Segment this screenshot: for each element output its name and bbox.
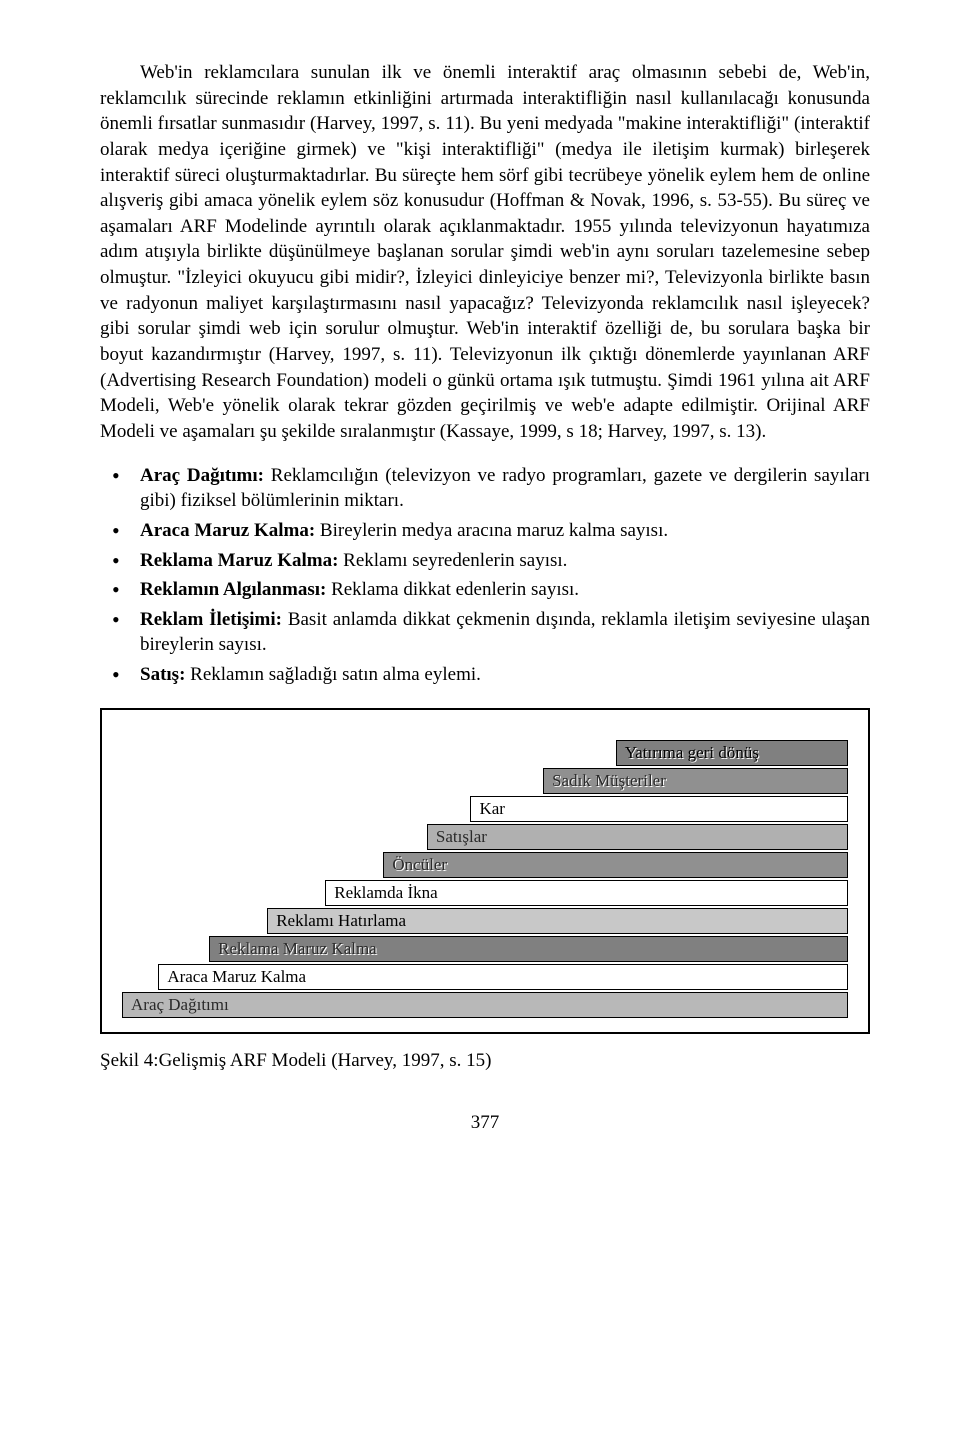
- list-item-text: Reklamı seyredenlerin sayısı.: [338, 550, 567, 571]
- step-bar: Reklamda İkna: [325, 880, 848, 906]
- step-bar: Satışlar: [427, 824, 848, 850]
- step-row: Kar: [122, 796, 848, 824]
- document-page: Web'in reklamcılara sunulan ilk ve öneml…: [0, 0, 960, 1174]
- step-row: Öncüler: [122, 852, 848, 880]
- list-item: Reklam İletişimi: Basit anlamda dikkat ç…: [100, 607, 870, 658]
- step-bar: Reklama Maruz Kalma: [209, 936, 848, 962]
- list-item: Araç Dağıtımı: Reklamcılığın (televizyon…: [100, 463, 870, 514]
- step-row: Reklama Maruz Kalma: [122, 936, 848, 964]
- list-item-bold: Satış:: [140, 664, 185, 685]
- bullet-list: Araç Dağıtımı: Reklamcılığın (televizyon…: [100, 463, 870, 688]
- step-bar: Araç Dağıtımı: [122, 992, 848, 1018]
- list-item: Reklama Maruz Kalma: Reklamı seyredenler…: [100, 548, 870, 574]
- step-bar: Kar: [470, 796, 848, 822]
- step-row: Yatırıma geri dönüş: [122, 740, 848, 768]
- page-number: 377: [100, 1112, 870, 1134]
- arf-model-figure: Yatırıma geri dönüşSadık MüşterilerKarSa…: [100, 708, 870, 1034]
- step-row: Satışlar: [122, 824, 848, 852]
- step-bar: Reklamı Hatırlama: [267, 908, 848, 934]
- list-item-text: Reklama dikkat edenlerin sayısı.: [326, 579, 579, 600]
- step-bar: Yatırıma geri dönüş: [616, 740, 848, 766]
- list-item-bold: Araç Dağıtımı:: [140, 465, 264, 486]
- list-item-text: Reklamın sağladığı satın alma eylemi.: [185, 664, 480, 685]
- list-item: Araca Maruz Kalma: Bireylerin medya arac…: [100, 518, 870, 544]
- main-paragraph: Web'in reklamcılara sunulan ilk ve öneml…: [100, 60, 870, 445]
- list-item-bold: Reklama Maruz Kalma:: [140, 550, 338, 571]
- step-bar: Öncüler: [383, 852, 848, 878]
- step-row: Sadık Müşteriler: [122, 768, 848, 796]
- step-bar: Araca Maruz Kalma: [158, 964, 848, 990]
- step-row: Reklamda İkna: [122, 880, 848, 908]
- list-item: Satış: Reklamın sağladığı satın alma eyl…: [100, 662, 870, 688]
- step-pyramid: Yatırıma geri dönüşSadık MüşterilerKarSa…: [122, 740, 848, 1020]
- step-row: Araç Dağıtımı: [122, 992, 848, 1020]
- figure-caption: Şekil 4:Gelişmiş ARF Modeli (Harvey, 199…: [100, 1050, 870, 1072]
- step-bar: Sadık Müşteriler: [543, 768, 848, 794]
- list-item-bold: Araca Maruz Kalma:: [140, 520, 315, 541]
- list-item-bold: Reklam İletişimi:: [140, 609, 282, 630]
- list-item-text: Bireylerin medya aracına maruz kalma say…: [315, 520, 668, 541]
- step-row: Reklamı Hatırlama: [122, 908, 848, 936]
- list-item: Reklamın Algılanması: Reklama dikkat ede…: [100, 577, 870, 603]
- list-item-bold: Reklamın Algılanması:: [140, 579, 326, 600]
- step-row: Araca Maruz Kalma: [122, 964, 848, 992]
